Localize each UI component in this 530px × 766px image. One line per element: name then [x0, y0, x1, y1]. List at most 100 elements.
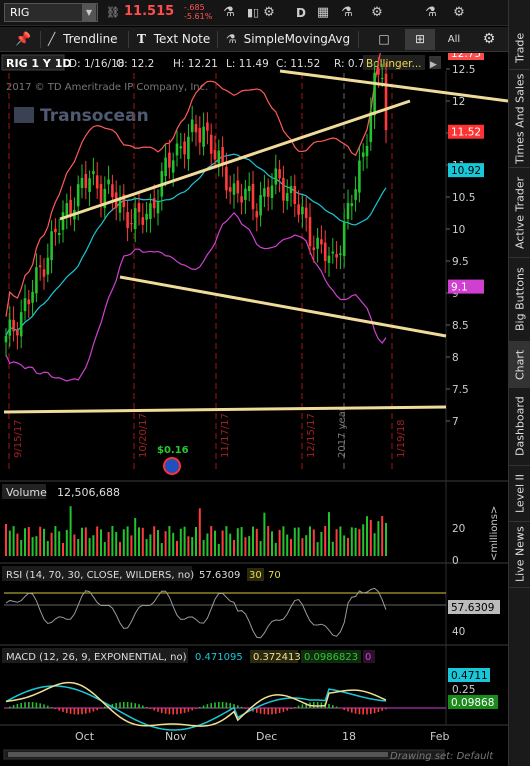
bollinger-upper-band — [5, 53, 381, 317]
volume-bar — [20, 539, 23, 556]
tab-dashboard[interactable]: Dashboard — [509, 388, 530, 466]
chevron-down-icon[interactable]: ▼ — [82, 4, 96, 21]
grid-icon[interactable]: ⊞ — [405, 29, 435, 50]
volume-bar — [229, 533, 232, 556]
macd-label: MACD (12, 26, 9, EXPONENTIAL, no) — [6, 652, 187, 663]
scrollbar-thumb — [8, 752, 388, 757]
rsi-value: 57.6309 — [199, 570, 240, 581]
macd-histogram-bar — [271, 708, 273, 715]
text-note-label: Text Note — [153, 32, 211, 46]
tab-chart[interactable]: Chart — [509, 342, 530, 388]
flask-icon[interactable]: ⚗ — [425, 5, 437, 20]
macd-histogram-bar — [343, 708, 345, 711]
bars-icon[interactable]: ▮▯ — [246, 6, 260, 19]
candle-body — [365, 145, 369, 157]
volume-bar — [297, 527, 300, 556]
volume-bar — [119, 541, 121, 556]
macd-value: 0.471095 — [195, 652, 243, 663]
candle-body — [92, 171, 95, 175]
volume-bar — [54, 526, 57, 556]
gear-icon[interactable]: ⚙ — [453, 5, 465, 20]
candle-body — [118, 199, 122, 213]
flask-icon[interactable]: ⚗ — [223, 5, 235, 20]
candle-body — [137, 203, 141, 213]
flask-icon[interactable]: ⚗ — [341, 5, 353, 20]
volume-bar — [221, 530, 224, 556]
simple-moving-avg-tool[interactable]: ⚗ SimpleMovingAvg — [226, 29, 350, 50]
candle-body — [297, 204, 300, 215]
candle-body — [31, 291, 34, 303]
candle-body — [76, 184, 80, 207]
candle-body — [183, 141, 186, 155]
volume-bar — [248, 536, 251, 556]
volume-bar — [100, 529, 102, 556]
candle-body — [377, 68, 380, 75]
volume-bar — [111, 526, 114, 556]
dividend-label: $0.16 — [157, 445, 189, 456]
macd-badge-label: 0.4711 — [451, 670, 488, 682]
d-icon[interactable]: D — [296, 6, 306, 20]
square-icon[interactable]: □ — [378, 32, 390, 46]
price-badge-label: 10.92 — [451, 165, 481, 177]
gear-icon[interactable]: ⚙ — [371, 5, 383, 20]
price-badge — [448, 163, 484, 178]
macd-histogram-bar — [145, 706, 148, 709]
tab-big-buttons[interactable]: Big Buttons — [509, 258, 530, 342]
tab-active-trader[interactable]: Active Trader — [509, 168, 530, 258]
macd-histogram-bar — [202, 705, 205, 709]
tab-level-ii[interactable]: Level II — [509, 466, 530, 522]
price-tick-label: 12 — [452, 96, 465, 108]
ohlc-value: C: 11.52 — [276, 58, 320, 70]
volume-tick-label: 0 — [452, 555, 459, 567]
gear-icon[interactable]: ⚙ — [482, 31, 496, 47]
macd-histogram-bar — [316, 702, 319, 709]
volume-bar — [138, 527, 140, 556]
candle-body — [46, 257, 50, 275]
tab-times-and-sales[interactable]: Times And Sales — [509, 70, 530, 168]
candle-body — [228, 187, 232, 192]
candle-body — [99, 184, 103, 204]
link-icon[interactable]: ⛓ — [106, 6, 120, 19]
macd-histogram-bar — [286, 708, 288, 711]
macd-histogram-bar — [366, 708, 368, 715]
volume-bar — [225, 526, 228, 556]
chart-area[interactable]: RIG 1 Y 1DD: 1/16/18O: 12.2 H: 12.21 L: 11… — [0, 53, 508, 766]
pin-icon[interactable]: 📌 — [15, 32, 32, 47]
rsi-level-low: 30 — [249, 570, 262, 581]
candle-body — [122, 194, 126, 208]
volume-bar — [183, 526, 186, 556]
volume-tick-label: 20 — [452, 523, 465, 535]
ohlc-value: D: 1/16/18 — [69, 58, 124, 70]
volume-bar — [366, 516, 368, 556]
macd-histogram-bar — [39, 703, 41, 709]
tab-live-news[interactable]: Live News — [509, 522, 530, 588]
candle-body — [331, 251, 335, 254]
flask-icon: ⚗ — [226, 32, 237, 46]
rsi-badge — [448, 600, 500, 614]
company-logo: Transocean — [40, 106, 149, 126]
volume-bar — [134, 518, 137, 556]
volume-bar — [286, 534, 289, 556]
all-button[interactable]: All — [447, 34, 461, 45]
volume-bar — [50, 532, 53, 556]
candle-body — [346, 202, 350, 219]
volume-bar — [157, 529, 159, 556]
macd-histogram-bar — [104, 706, 106, 709]
candle-body — [320, 239, 323, 245]
calendar-icon[interactable]: ▦ — [316, 5, 330, 20]
date-marker-label: 9/15/17 — [13, 419, 24, 458]
text-note-tool[interactable]: T Text Note — [137, 29, 210, 50]
candle-body — [4, 335, 8, 343]
candle-body — [107, 179, 110, 185]
macd-zero-box — [363, 650, 375, 663]
macd-histogram-bar — [47, 705, 49, 709]
candle-body — [244, 188, 247, 200]
symbol-input[interactable]: RIG — [4, 3, 98, 22]
trendline-tool[interactable]: ╱ Trendline — [48, 29, 118, 50]
tab-trade[interactable]: Trade — [509, 26, 530, 70]
gear-icon[interactable]: ⚙ — [263, 5, 275, 20]
macd-histogram-bar — [24, 702, 26, 709]
price-badge — [448, 279, 484, 294]
price-tick-label: 8 — [452, 352, 459, 364]
volume-bar — [267, 526, 270, 556]
